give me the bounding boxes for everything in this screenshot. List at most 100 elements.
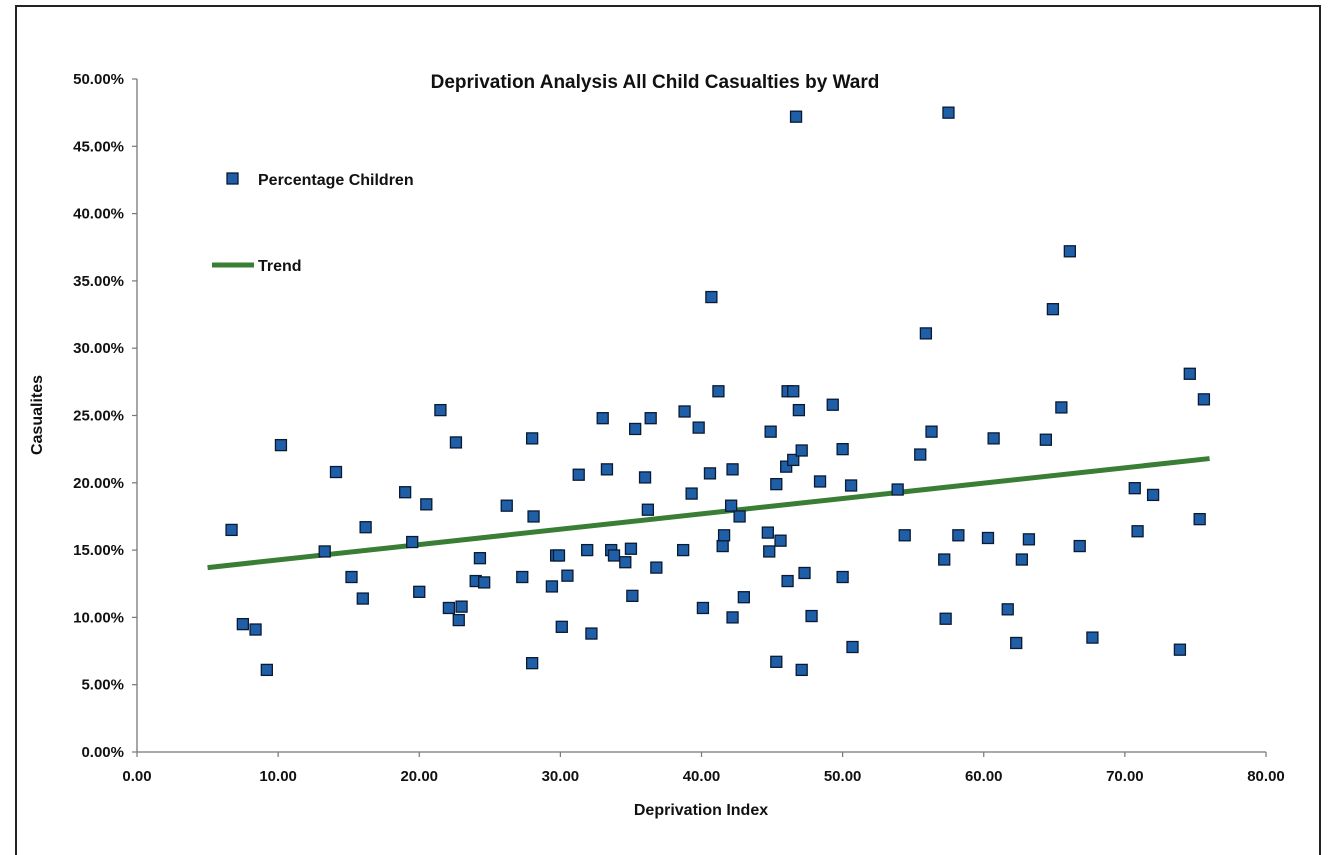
data-point [692, 421, 705, 434]
data-point [600, 463, 614, 476]
data-point [733, 510, 746, 523]
data-point [795, 444, 808, 457]
data-point [781, 574, 794, 588]
data-point [703, 467, 717, 480]
data-point [780, 460, 793, 473]
data-point [442, 601, 456, 615]
data-point [359, 521, 372, 534]
data-point [619, 556, 632, 569]
data-point [318, 545, 331, 558]
data-point [1173, 643, 1187, 656]
data-point [705, 290, 718, 304]
y-tick-label: 10.00% [73, 609, 124, 626]
data-point [596, 412, 609, 425]
legend: Percentage Children Trend [212, 172, 414, 275]
data-point [356, 592, 369, 605]
data-point [555, 620, 568, 633]
data-point [1039, 433, 1052, 446]
data-point [761, 526, 774, 539]
data-point [1128, 482, 1141, 495]
data-point [770, 477, 783, 491]
data-point [919, 327, 933, 340]
data-point [260, 663, 273, 677]
data-point [413, 585, 426, 598]
data-point [716, 539, 729, 553]
data-point [527, 510, 540, 523]
data-point [792, 403, 806, 417]
legend-label-trend: Trend [258, 258, 302, 275]
y-tick-label: 0.00% [81, 744, 124, 761]
data-point [1022, 533, 1036, 546]
data-point [585, 627, 598, 640]
y-tick-label: 5.00% [81, 677, 124, 694]
data-point [898, 529, 911, 542]
data-point [644, 412, 657, 425]
data-point [406, 535, 419, 549]
data-point [581, 543, 594, 557]
data-point [1086, 631, 1099, 644]
data-point [764, 425, 777, 438]
data-point [516, 570, 529, 584]
data-point [624, 542, 638, 555]
data-point [641, 503, 655, 516]
data-point [552, 549, 566, 562]
data-point [629, 422, 642, 436]
data-point [787, 453, 800, 467]
data-point [763, 545, 776, 558]
data-point [1197, 393, 1211, 406]
y-tick-label: 25.00% [73, 408, 124, 425]
data-point [1055, 401, 1068, 414]
data-point [1193, 512, 1206, 526]
y-tick-label: 50.00% [73, 71, 124, 88]
data-point [638, 471, 652, 484]
data-point [607, 549, 621, 562]
data-point [891, 483, 904, 496]
data-point [1131, 525, 1144, 538]
x-tick-label: 30.00 [542, 768, 580, 785]
data-point [737, 591, 750, 604]
data-point [826, 398, 839, 411]
data-point [478, 576, 491, 589]
data-point [434, 403, 447, 417]
data-point [813, 475, 827, 488]
x-tick-label: 50.00 [824, 768, 862, 785]
data-point [696, 601, 710, 615]
data-point [914, 448, 927, 461]
data-point [473, 552, 487, 565]
chart-frame [15, 5, 1321, 855]
data-point [249, 623, 262, 636]
data-point [726, 463, 739, 476]
x-tick-label: 40.00 [683, 768, 721, 785]
x-tick-label: 20.00 [400, 768, 438, 785]
data-point [526, 432, 539, 445]
data-point [449, 436, 463, 449]
data-point [770, 655, 783, 668]
data-point [774, 534, 787, 547]
y-tick-label: 45.00% [73, 138, 124, 155]
data-point [1046, 303, 1060, 316]
data-point [787, 385, 800, 398]
data-point [452, 613, 465, 627]
y-axis-title: Casualites [29, 375, 46, 455]
data-point [1015, 553, 1029, 566]
data-point [650, 561, 663, 574]
data-point [685, 487, 698, 500]
legend-label-points: Percentage Children [258, 172, 414, 189]
data-point [1063, 245, 1076, 258]
data-point [726, 611, 739, 624]
data-point [561, 569, 574, 582]
y-tick-label: 40.00% [73, 206, 124, 223]
x-tick-label: 80.00 [1247, 768, 1285, 785]
data-point [329, 465, 343, 479]
y-tick-label: 15.00% [73, 542, 124, 559]
y-tick-label: 30.00% [73, 340, 124, 357]
data-point [526, 657, 539, 670]
data-point [626, 589, 639, 603]
data-point [455, 600, 468, 613]
data-point [545, 580, 559, 593]
x-axis-title: Deprivation Index [634, 802, 768, 819]
data-point [795, 663, 808, 677]
trend-line [207, 456, 1210, 571]
